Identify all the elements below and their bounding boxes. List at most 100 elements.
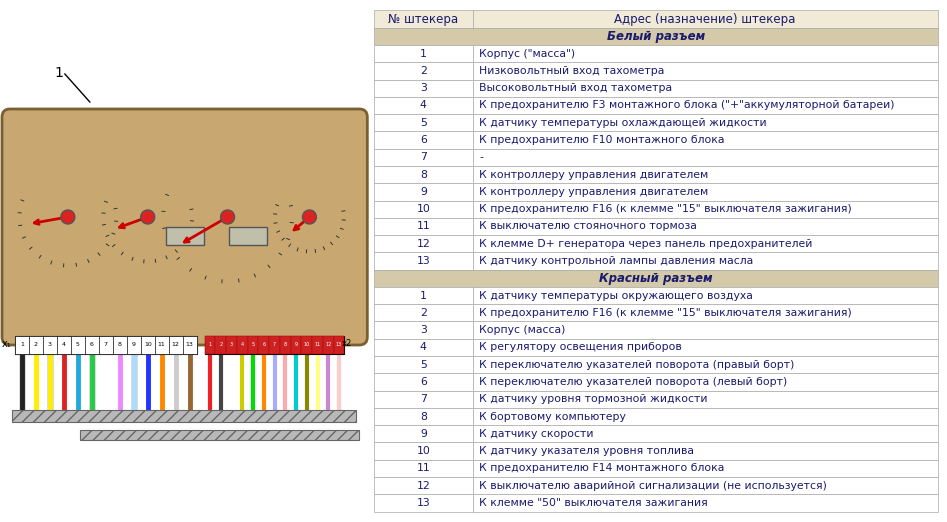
- Bar: [374, 460, 473, 477]
- Bar: [473, 45, 938, 62]
- Text: 8: 8: [117, 342, 122, 348]
- Bar: [113, 336, 127, 354]
- Bar: [473, 356, 938, 373]
- Bar: [374, 10, 473, 28]
- Text: 9: 9: [420, 429, 427, 439]
- Bar: [374, 45, 473, 62]
- Bar: [374, 373, 473, 390]
- Text: 3: 3: [420, 325, 427, 335]
- Text: 7: 7: [104, 342, 108, 348]
- Bar: [473, 339, 938, 356]
- Bar: [291, 336, 301, 354]
- Bar: [374, 218, 473, 235]
- Text: К датчику температуры охлаждающей жидкости: К датчику температуры охлаждающей жидкос…: [479, 118, 767, 128]
- Bar: [374, 114, 473, 132]
- Bar: [215, 336, 226, 354]
- Bar: [473, 425, 938, 443]
- Text: 5: 5: [420, 118, 427, 128]
- FancyBboxPatch shape: [2, 109, 367, 345]
- Text: 10: 10: [417, 446, 430, 456]
- Text: К контроллеру управления двигателем: К контроллеру управления двигателем: [479, 170, 708, 180]
- Text: 10: 10: [144, 342, 152, 348]
- Bar: [473, 10, 938, 28]
- Bar: [473, 390, 938, 408]
- Text: К бортовому компьютеру: К бортовому компьютеру: [479, 411, 626, 422]
- Text: 5: 5: [76, 342, 80, 348]
- Bar: [473, 62, 938, 79]
- Bar: [374, 339, 473, 356]
- Bar: [374, 425, 473, 443]
- Text: 7: 7: [273, 342, 277, 348]
- Bar: [374, 149, 473, 166]
- Text: К датчику указателя уровня топлива: К датчику указателя уровня топлива: [479, 446, 694, 456]
- Bar: [374, 477, 473, 494]
- Bar: [374, 356, 473, 373]
- Bar: [374, 97, 473, 114]
- Text: 5: 5: [420, 360, 427, 370]
- Bar: [57, 336, 71, 354]
- Bar: [374, 408, 473, 425]
- Bar: [15, 336, 29, 354]
- Bar: [374, 270, 938, 287]
- Text: 10: 10: [304, 342, 310, 348]
- Bar: [141, 336, 154, 354]
- Bar: [313, 336, 323, 354]
- Bar: [473, 183, 938, 200]
- Bar: [154, 336, 169, 354]
- Bar: [374, 494, 473, 512]
- Bar: [374, 443, 473, 460]
- Bar: [374, 132, 473, 149]
- Bar: [473, 477, 938, 494]
- Bar: [473, 218, 938, 235]
- Bar: [374, 304, 473, 322]
- Text: 9: 9: [420, 187, 427, 197]
- Text: 12: 12: [171, 342, 180, 348]
- Text: 6: 6: [90, 342, 94, 348]
- Text: 4: 4: [420, 100, 427, 111]
- Bar: [473, 494, 938, 512]
- Text: 13: 13: [417, 498, 430, 508]
- Bar: [374, 28, 938, 45]
- Text: Адрес (назначение) штекера: Адрес (назначение) штекера: [615, 13, 795, 26]
- Text: 3: 3: [230, 342, 233, 348]
- Text: 7: 7: [420, 152, 427, 162]
- Text: x2: x2: [341, 339, 351, 349]
- Text: 13: 13: [336, 342, 342, 348]
- Bar: [333, 336, 345, 354]
- Text: 9: 9: [132, 342, 135, 348]
- Bar: [374, 79, 473, 97]
- Text: К предохранителю F10 монтажного блока: К предохранителю F10 монтажного блока: [479, 135, 725, 145]
- Text: 13: 13: [417, 256, 430, 266]
- Bar: [323, 336, 333, 354]
- Text: 1: 1: [420, 291, 427, 301]
- Bar: [169, 336, 183, 354]
- Text: 7: 7: [420, 394, 427, 404]
- Text: К выключателю стояночного тормоза: К выключателю стояночного тормоза: [479, 221, 697, 231]
- Bar: [226, 336, 237, 354]
- Text: 2: 2: [420, 66, 427, 76]
- Text: 11: 11: [417, 464, 430, 473]
- Bar: [473, 373, 938, 390]
- Text: 9: 9: [295, 342, 297, 348]
- Text: 1: 1: [420, 49, 427, 58]
- Bar: [29, 336, 43, 354]
- Circle shape: [141, 210, 154, 224]
- Bar: [374, 390, 473, 408]
- Text: 8: 8: [420, 411, 427, 422]
- Bar: [374, 235, 473, 252]
- Bar: [473, 166, 938, 183]
- Bar: [473, 287, 938, 304]
- Bar: [374, 62, 473, 79]
- Bar: [473, 443, 938, 460]
- Bar: [473, 460, 938, 477]
- Bar: [80, 430, 359, 440]
- Text: К контроллеру управления двигателем: К контроллеру управления двигателем: [479, 187, 708, 197]
- Bar: [374, 166, 473, 183]
- Bar: [183, 336, 197, 354]
- Bar: [269, 336, 280, 354]
- Circle shape: [61, 210, 75, 224]
- Text: 1: 1: [55, 66, 63, 80]
- Bar: [374, 322, 473, 339]
- Text: К клемме D+ генератора через панель предохранителей: К клемме D+ генератора через панель пред…: [479, 239, 813, 248]
- Text: Корпус ("масса"): Корпус ("масса"): [479, 49, 576, 58]
